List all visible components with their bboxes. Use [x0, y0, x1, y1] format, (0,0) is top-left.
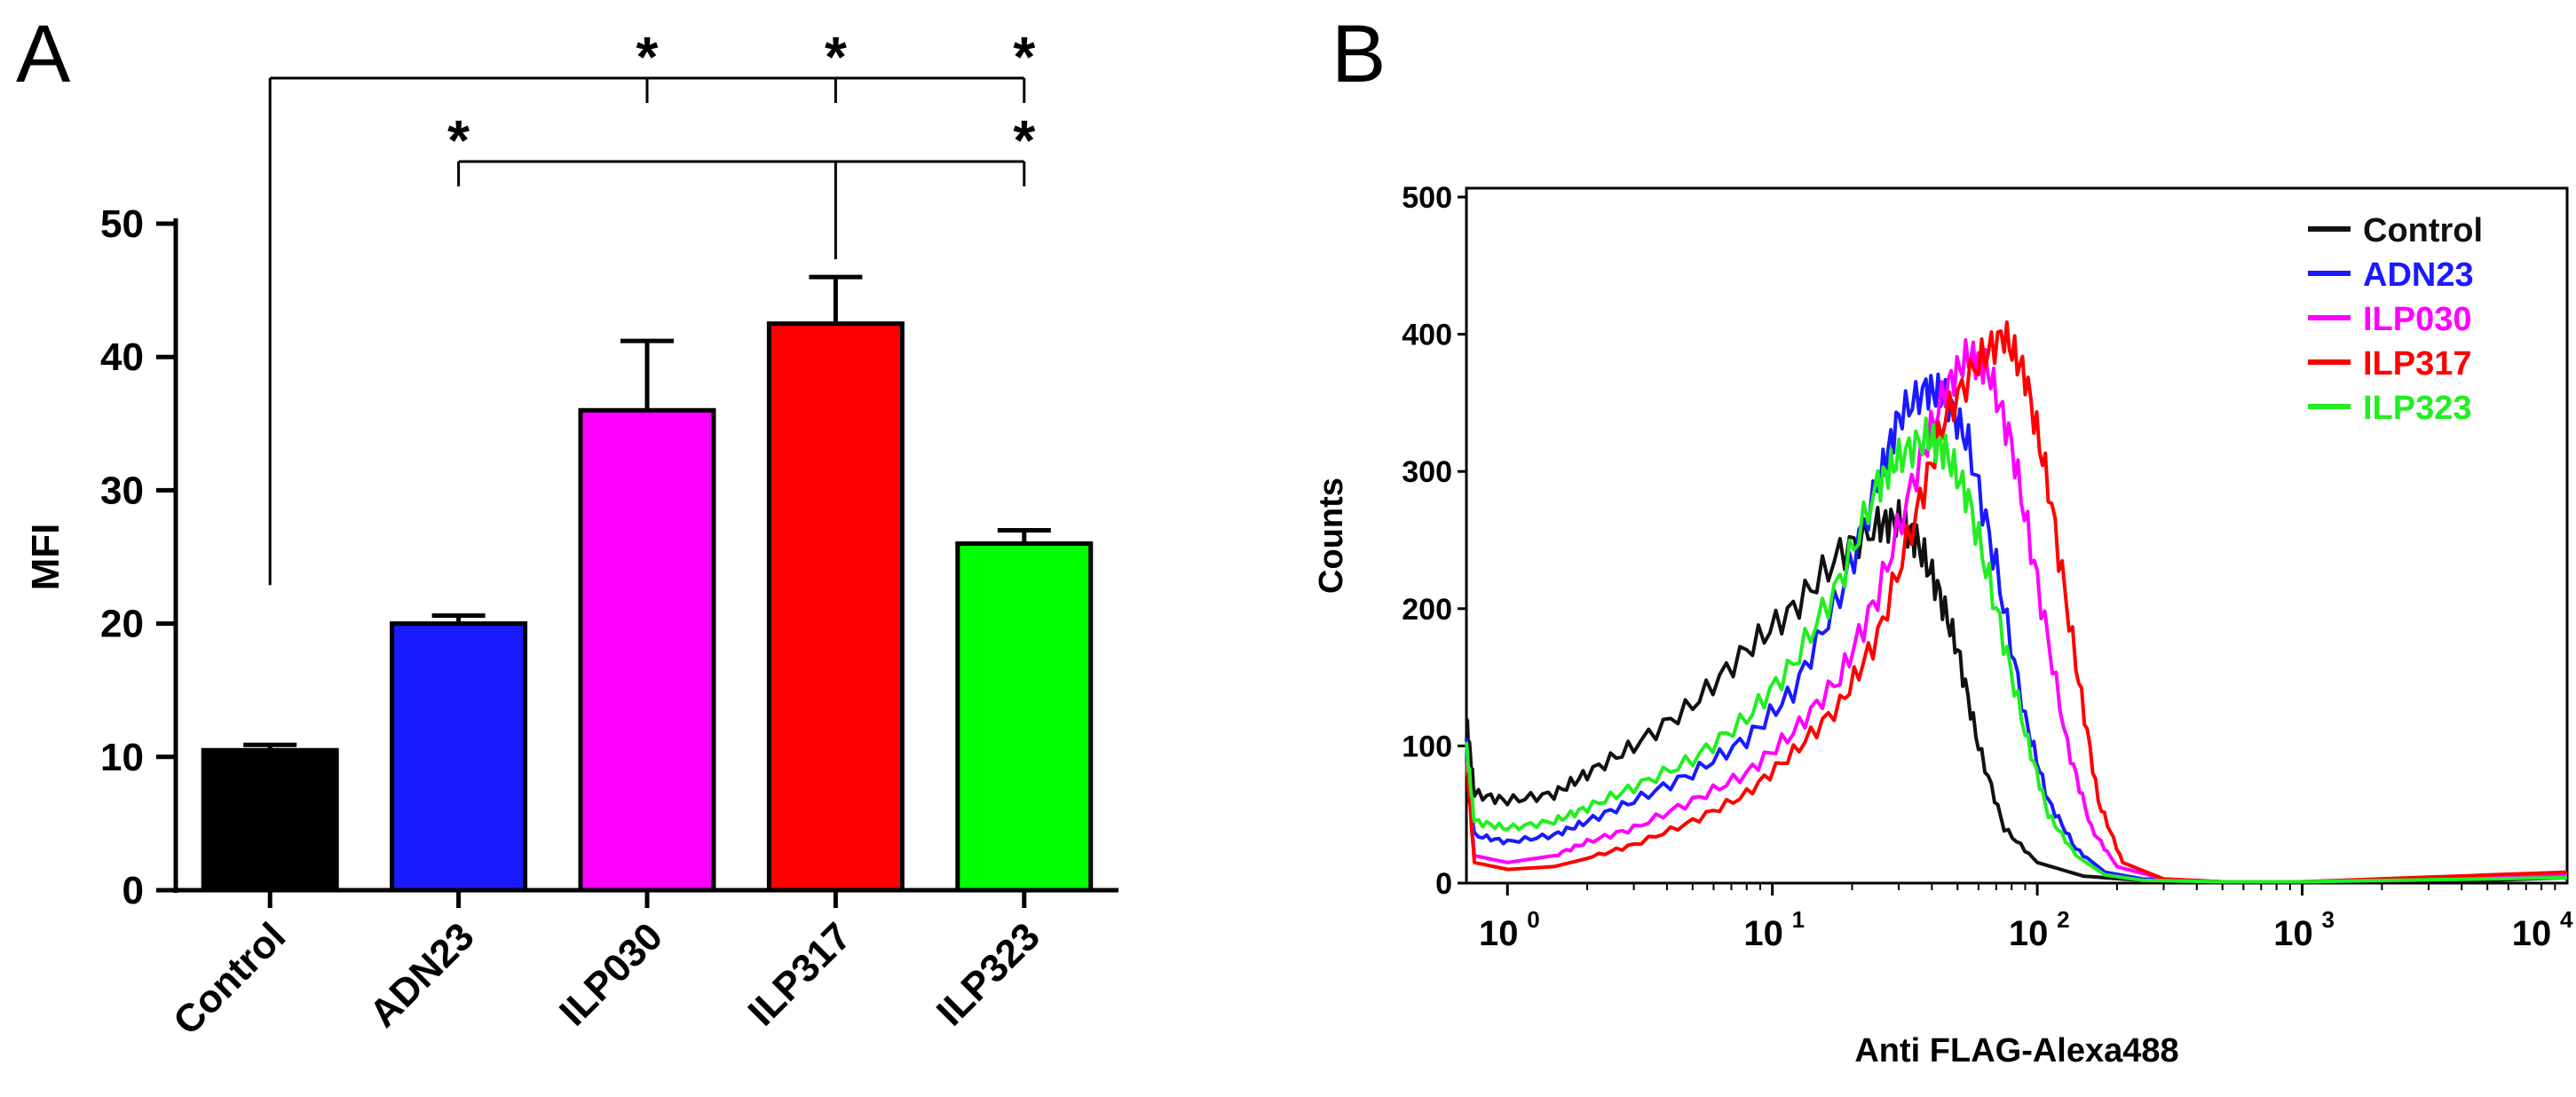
bar-control [201, 747, 339, 893]
category-label-ilp323: ILP323 [928, 914, 1048, 1034]
y-tick-label: 40 [100, 335, 144, 379]
y-tick-label: 200 [1402, 593, 1452, 627]
y-axis-title: Counts [1313, 477, 1350, 594]
legend-label-control: Control [2363, 212, 2483, 249]
x-tick-exponent: 1 [1792, 906, 1805, 933]
panel-b-letter: B [1331, 9, 1386, 99]
y-axis-title: MFI [24, 524, 67, 591]
histogram-line-ilp317 [1466, 320, 2568, 884]
x-tick-base: 10 [1743, 914, 1783, 953]
histogram-line-ilp323 [1465, 416, 2568, 884]
x-tick-exponent: 3 [2322, 906, 2335, 933]
y-tick-label: 10 [100, 736, 144, 779]
significance-star: * [825, 25, 847, 89]
bar-ilp317 [766, 321, 905, 893]
x-tick-exponent: 4 [2560, 906, 2573, 933]
bar-chart-panel-a: 0 10 20 30 40 50 MFI Control ADN23 ILP030 ILP317 IL… [24, 25, 1118, 1044]
plot-frame [1465, 186, 2569, 885]
legend-label-ilp323: ILP323 [2363, 390, 2472, 427]
category-label-control: Control [165, 914, 294, 1043]
category-label-adn23: ADN23 [361, 914, 483, 1036]
category-label-ilp317: ILP317 [740, 914, 860, 1034]
legend-label-ilp317: ILP317 [2363, 345, 2472, 383]
legend-label-adn23: ADN23 [2363, 256, 2474, 294]
histogram-line-ilp030 [1465, 338, 2568, 884]
y-tick-label: 400 [1402, 319, 1452, 352]
significance-star: * [1013, 25, 1035, 89]
y-tick-label: 100 [1402, 730, 1452, 763]
x-tick-base: 10 [1479, 914, 1519, 953]
y-tick-label: 50 [100, 202, 144, 246]
x-tick-exponent: 0 [1527, 906, 1539, 933]
bar-ilp323 [955, 541, 1094, 893]
y-tick-label: 500 [1402, 181, 1452, 215]
x-tick-base: 10 [2512, 914, 2552, 953]
legend-label-ilp030: ILP030 [2363, 301, 2472, 338]
y-tick-label: 20 [100, 603, 144, 646]
y-tick-label: 300 [1402, 455, 1452, 489]
significance-star: * [1013, 108, 1035, 172]
histogram-line-adn23 [1465, 372, 2568, 884]
y-tick-label: 0 [1435, 867, 1452, 901]
bar-adn23 [390, 621, 528, 893]
bar-ilp030 [578, 407, 716, 893]
x-axis-title: Anti FLAG-Alexa488 [1854, 1032, 2178, 1069]
x-tick-base: 10 [2009, 914, 2049, 953]
x-tick-exponent: 2 [2057, 906, 2069, 933]
significance-star: * [636, 25, 659, 89]
panel-a-letter: A [16, 9, 71, 99]
category-label-ilp030: ILP030 [551, 914, 671, 1034]
significance-star: * [447, 108, 470, 172]
x-tick-base: 10 [2273, 914, 2313, 953]
y-tick-label: 0 [122, 869, 144, 912]
y-tick-label: 30 [100, 469, 144, 512]
